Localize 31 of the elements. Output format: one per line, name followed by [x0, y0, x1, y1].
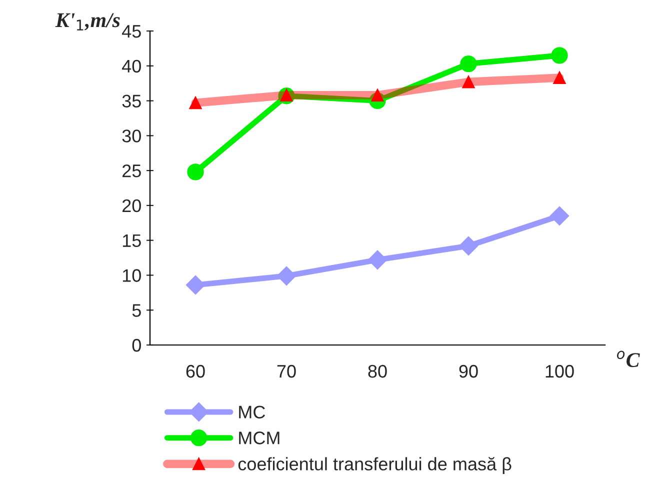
legend-label: coeficientul transferului de masă β [238, 456, 512, 474]
y-tick-label: 10 [122, 269, 141, 282]
point [186, 275, 206, 295]
y-tick-label: 25 [122, 164, 141, 178]
legend-label: MC [239, 406, 266, 418]
x-tick-label: 80 [368, 364, 387, 378]
point [550, 206, 570, 226]
x-tick-label: 100 [546, 364, 574, 378]
y-tick-label: 5 [132, 304, 141, 317]
y-tick-label: 35 [122, 94, 141, 108]
y-tick-label: 45 [122, 25, 141, 38]
point [276, 266, 296, 286]
point [458, 236, 478, 256]
x-axis-title: $^{o}$C [616, 350, 640, 368]
y-tick-label: 30 [122, 130, 141, 142]
y-tick-label: 40 [122, 60, 141, 73]
point [368, 250, 388, 270]
point [551, 47, 568, 64]
point [460, 55, 477, 72]
y-tick-label: 0 [132, 338, 141, 352]
point [553, 72, 566, 84]
x-tick-label: 90 [459, 364, 478, 378]
point [187, 164, 204, 180]
x-tick-label: 70 [277, 364, 296, 378]
y-axis-title: K'$_{1}$,m/s [55, 13, 120, 30]
y-tick-label: 20 [122, 199, 141, 212]
legend-label: MCM [239, 432, 280, 444]
x-tick-label: 60 [186, 364, 205, 378]
point [462, 76, 475, 88]
y-tick-label: 15 [122, 234, 141, 248]
point [189, 96, 202, 110]
